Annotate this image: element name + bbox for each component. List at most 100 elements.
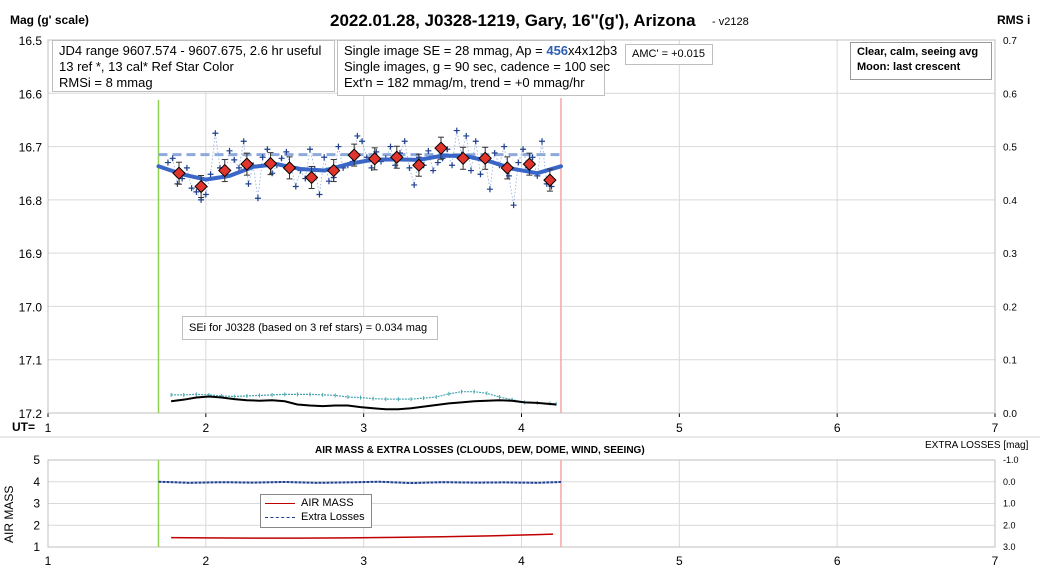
- extra-losses-line: [158, 480, 561, 485]
- single-image-point: [467, 167, 474, 174]
- single-image-point: [430, 167, 437, 174]
- single-image-point: [321, 154, 328, 161]
- lower-x-tick-label: 3: [360, 554, 367, 568]
- ref-stars-text: 13 ref *, 13 cal* Ref Star Color: [59, 59, 234, 74]
- binned-point: [434, 141, 448, 155]
- x-tick-label: 4: [518, 421, 525, 435]
- y-tick-label: 16.9: [19, 247, 43, 261]
- sei-box: SEi for J0328 (based on 3 ref stars) = 0…: [182, 316, 438, 340]
- single-image-point: [539, 138, 546, 145]
- single-image-point: [359, 138, 366, 145]
- lower-y-tick-label: 1: [33, 540, 40, 554]
- single-image-point: [278, 155, 285, 162]
- binned-point: [218, 163, 232, 178]
- y-tick-label: 16.7: [19, 141, 43, 155]
- binned-point: [194, 179, 208, 194]
- single-image-point: [193, 188, 200, 195]
- rmsi-text: RMSi = 8 mmag: [59, 75, 153, 90]
- single-image-point: [411, 181, 418, 188]
- x-tick-label: 1: [45, 421, 52, 435]
- lower-y2-tick-label: 2.0: [1003, 520, 1016, 530]
- extra-losses-swatch: [265, 516, 295, 518]
- y2-tick-label: 0.0: [1003, 409, 1017, 420]
- single-image-point: [292, 183, 299, 190]
- lower-x-tick-label: 4: [518, 554, 525, 568]
- conditions-box: Clear, calm, seeing avg Moon: last cresc…: [850, 42, 992, 80]
- single-image-point: [226, 147, 233, 154]
- y-tick-label: 17.1: [19, 354, 43, 368]
- single-image-point: [254, 195, 261, 202]
- single-image-point: [231, 156, 238, 163]
- binned-point: [263, 156, 278, 171]
- single-image-point: [164, 159, 171, 166]
- lower-y2-tick-label: 0.0: [1003, 477, 1016, 487]
- binned-point: [347, 148, 361, 162]
- binned-point: [282, 161, 297, 175]
- lower-y2-tick-label: -1.0: [1003, 455, 1019, 465]
- binned-point: [368, 152, 382, 166]
- y-tick-label: 16.6: [19, 87, 43, 101]
- single-image-point: [235, 164, 242, 171]
- single-image-point: [183, 164, 190, 171]
- single-image-point: [245, 180, 252, 187]
- extinction-text: Ext'n = 182 mmag/m, trend = +0 mmag/hr: [344, 75, 585, 90]
- single-image-point: [207, 171, 214, 178]
- lower-y-tick-label: 2: [33, 518, 40, 532]
- binned-point: [456, 151, 470, 166]
- single-image-point: [240, 138, 247, 145]
- amc-box: AMC' = +0.015: [625, 44, 713, 65]
- binned-point: [390, 150, 404, 164]
- x-tick-label: 6: [834, 421, 841, 435]
- y2-tick-label: 0.6: [1003, 89, 1017, 100]
- x-tick-label: 5: [676, 421, 683, 435]
- single-image-point: [259, 154, 266, 161]
- binned-point: [326, 163, 341, 178]
- single-image-connector: [167, 130, 552, 206]
- y2-tick-label: 0.4: [1003, 196, 1017, 207]
- lower-y2-tick-label: 1.0: [1003, 499, 1016, 509]
- single-image-point: [188, 185, 195, 192]
- binned-point: [543, 173, 557, 187]
- single-image-point: [477, 171, 484, 178]
- y2-tick-label: 0.7: [1003, 36, 1017, 47]
- single-image-point: [463, 132, 470, 139]
- lower-y2-label: EXTRA LOSSES [mag]: [925, 440, 1029, 451]
- lower-x-tick-label: 7: [992, 554, 999, 568]
- lower-x-tick-label: 2: [202, 554, 209, 568]
- lower-y2-tick-label: 3.0: [1003, 542, 1016, 552]
- lower-legend: AIR MASS Extra Losses: [260, 494, 372, 528]
- lower-y-tick-label: 3: [33, 497, 40, 511]
- single-image-point: [486, 186, 493, 193]
- single-image-point: [501, 143, 508, 150]
- x-tick-label: 7: [992, 421, 999, 435]
- single-image-point: [283, 148, 290, 155]
- single-image-point: [264, 146, 271, 153]
- lower-y-label: AIR MASS: [2, 485, 16, 543]
- single-image-point: [212, 130, 219, 137]
- single-image-point: [472, 138, 479, 145]
- y2-tick-label: 0.3: [1003, 249, 1017, 260]
- single-image-point: [307, 146, 314, 153]
- single-image-point: [520, 146, 527, 153]
- single-image-point: [406, 164, 413, 171]
- x-tick-label: 2: [202, 421, 209, 435]
- single-image-point: [510, 202, 517, 209]
- single-image-point: [368, 164, 375, 171]
- info-box-single-image: Single image SE = 28 mmag, Ap = 456x4x12…: [337, 40, 617, 96]
- chart-title: 2022.01.28, J0328-1219, Gary, 16''(g'), …: [330, 11, 696, 30]
- binned-point: [478, 151, 492, 166]
- binned-point: [522, 157, 537, 171]
- lower-chart-title: AIR MASS & EXTRA LOSSES (CLOUDS, DEW, DO…: [315, 445, 645, 456]
- airmass-swatch: [265, 502, 295, 504]
- single-image-point: [449, 162, 456, 169]
- y2-tick-label: 0.1: [1003, 356, 1017, 367]
- legend-item-extra-losses: Extra Losses: [265, 510, 367, 524]
- cadence-text: Single images, g = 90 sec, cadence = 100…: [344, 59, 610, 74]
- single-image-point: [453, 127, 460, 134]
- lower-x-tick-label: 6: [834, 554, 841, 568]
- single-image-point: [354, 132, 361, 139]
- single-image-point: [169, 155, 176, 162]
- single-image-point: [269, 170, 276, 177]
- ut-label: UT=: [12, 420, 36, 434]
- single-image-point: [491, 149, 498, 156]
